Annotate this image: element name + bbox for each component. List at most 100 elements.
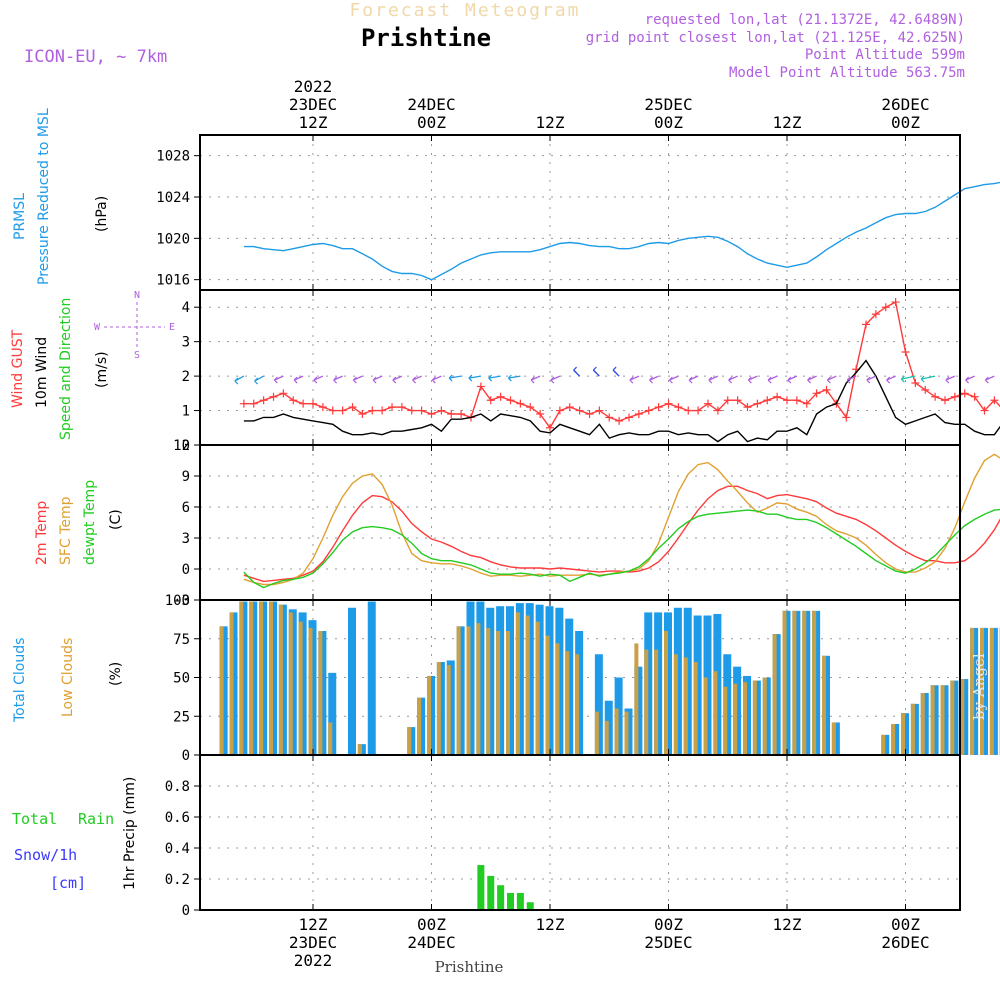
low-cloud-bar xyxy=(812,610,817,755)
gust-marker xyxy=(881,303,890,312)
wind-arrow-head xyxy=(392,376,397,384)
low-cloud-bar xyxy=(594,711,599,755)
gust-marker xyxy=(763,396,772,405)
gust-marker xyxy=(980,406,989,415)
low-cloud-bar xyxy=(733,683,738,755)
precip-label-total: Total xyxy=(12,810,57,828)
low-cloud-bar xyxy=(654,649,659,755)
wind-arrow-head xyxy=(234,377,239,385)
low-cloud-bar xyxy=(950,680,955,755)
low-cloud-bar xyxy=(555,643,560,755)
low-cloud-bar xyxy=(328,722,333,755)
low-cloud-bar xyxy=(772,634,777,755)
wind-arrow xyxy=(920,375,936,380)
gust-marker xyxy=(713,406,722,415)
pressure-series-line xyxy=(243,181,1000,281)
precip-label-unit: 1hr Precip (mm) xyxy=(122,777,138,890)
gust-marker xyxy=(289,396,298,405)
model-altitude: Model Point Altitude 563.75m xyxy=(729,65,965,81)
low-cloud-bar xyxy=(910,703,915,755)
y-tick-label: 0 xyxy=(182,562,190,578)
gust-marker xyxy=(457,410,466,418)
pressure-frame xyxy=(199,134,961,291)
low-cloud-bar xyxy=(427,675,431,755)
gust-marker xyxy=(664,399,673,408)
gust-marker xyxy=(733,396,742,405)
y-tick-label: 9 xyxy=(182,469,190,485)
low-cloud-bar xyxy=(456,626,461,755)
wind-arrow-head xyxy=(900,375,905,383)
gust-marker xyxy=(575,406,584,415)
date-tick-label: 23DEC xyxy=(289,95,337,114)
pressure-label-full: Pressure Reduced to MSL xyxy=(36,108,52,285)
temp-label-sfc: SFC Temp xyxy=(58,496,74,565)
wind-label-unit: (m/s) xyxy=(94,351,110,388)
low-cloud-bar xyxy=(318,631,323,755)
total-cloud-bar xyxy=(367,601,376,755)
wind-arrow-head xyxy=(688,376,693,384)
header: Forecast Meteogram Prishtine ICON-EU, ~ … xyxy=(24,0,965,81)
y-tick-label: 0 xyxy=(182,438,190,454)
wind-arrow-head xyxy=(826,376,831,384)
precip-label-rain: Rain xyxy=(78,810,114,828)
gust-marker xyxy=(704,399,712,408)
y-tick-label: 0 xyxy=(182,903,190,919)
low-cloud-bar xyxy=(989,627,994,755)
wind-arrow-head xyxy=(920,375,925,383)
low-cloud-bar xyxy=(545,635,550,755)
low-cloud-bar xyxy=(446,665,451,755)
y-tick-label: 75 xyxy=(173,632,190,648)
gust-marker xyxy=(990,396,999,405)
gust-marker xyxy=(783,396,791,405)
gust-marker xyxy=(970,392,979,401)
time-tick-label: 00Z xyxy=(417,113,446,132)
gust-marker xyxy=(960,389,969,398)
wind-arrow-head xyxy=(807,376,812,384)
low-cloud-bar xyxy=(673,654,678,755)
date-tick-label: 2022 xyxy=(294,951,333,970)
gust-marker xyxy=(862,320,870,329)
panels: 101610201024102801234-303691202550751000… xyxy=(156,134,1000,919)
date-tick-label: 25DEC xyxy=(644,95,692,114)
gust-marker xyxy=(506,396,515,405)
gust-marker xyxy=(249,399,258,408)
low-cloud-bar xyxy=(901,713,905,755)
clouds-label-low: Low Clouds xyxy=(60,638,76,717)
pressure-panel: 1016 1020 1024 1028 xyxy=(156,134,1000,291)
watermark: by Angel xyxy=(970,653,988,720)
gust-marker xyxy=(931,392,940,401)
gust-marker xyxy=(269,392,278,401)
low-cloud-bar xyxy=(713,671,718,755)
low-cloud-bar xyxy=(940,685,945,755)
low-cloud-bar xyxy=(278,604,283,755)
gust-marker xyxy=(555,406,564,415)
low-cloud-bar xyxy=(249,601,254,755)
low-cloud-bar xyxy=(269,601,273,755)
low-cloud-bar xyxy=(743,682,747,755)
y-tick-label: 1024 xyxy=(156,190,190,206)
wind-arrow xyxy=(901,375,916,380)
date-tick-label: 26DEC xyxy=(881,95,929,114)
temp-label-dewpt: dewpt Temp xyxy=(82,480,98,565)
low-cloud-bar xyxy=(604,720,609,755)
time-tick-label: 00Z xyxy=(891,113,920,132)
gust-marker xyxy=(654,403,663,412)
gust-marker xyxy=(536,410,545,418)
wind-arrow-head xyxy=(313,376,318,384)
gust-marker xyxy=(911,379,920,387)
wind-arrow-head xyxy=(612,366,617,374)
precipitation-panel: 0 0.2 0.4 0.6 0.8 xyxy=(165,754,961,919)
gust-marker xyxy=(634,410,643,418)
wind-arrow-head xyxy=(708,376,713,384)
y-tick-label: 100 xyxy=(165,593,190,609)
wind-arrow-head xyxy=(728,376,733,384)
total-cloud-bar xyxy=(348,607,356,755)
gust-marker xyxy=(407,406,416,415)
wind-arrow-head xyxy=(254,377,259,385)
date-tick-label: 2022 xyxy=(294,77,333,96)
gust-marker xyxy=(792,396,801,405)
gust-marker xyxy=(674,403,683,412)
gust-marker xyxy=(328,406,337,415)
wind-arrow-head xyxy=(412,376,417,384)
time-tick-label: 12Z xyxy=(536,915,565,934)
